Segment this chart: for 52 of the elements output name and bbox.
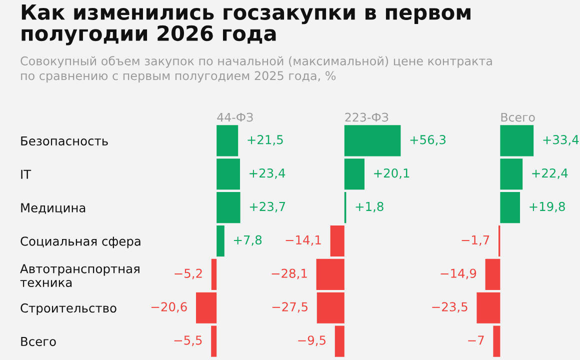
- y-tick-label: Строительство: [20, 303, 116, 316]
- data-label: +23,4: [250, 168, 286, 179]
- text: Совокупный объем закупок по начальной (максимальной) цене контракта по сравнению с первым полугодием 2025 года, %: [20, 56, 492, 82]
- data-label: +19,8: [530, 202, 565, 212]
- data-label: +7,8: [234, 235, 262, 246]
- bar: [500, 192, 520, 224]
- y-tick-label: Медицина: [21, 203, 86, 214]
- bar: [216, 125, 238, 156]
- y-tick-label: IT: [21, 170, 32, 179]
- bar: [485, 258, 500, 290]
- data-label: +1,8: [356, 202, 384, 212]
- chart-title: 223-ФЗ: [345, 112, 388, 122]
- bar: [500, 125, 534, 156]
- data-label: −5,5: [174, 336, 202, 346]
- bar: [476, 292, 500, 324]
- y-tick-label: Социальная сфера: [20, 236, 140, 248]
- y-tick-label: Безопасность: [21, 136, 108, 146]
- bar: [344, 125, 401, 156]
- data-label: −14,9: [440, 268, 476, 280]
- data-label: +23,7: [250, 202, 286, 212]
- data-label: −5,2: [174, 268, 202, 280]
- data-label: −1,7: [462, 235, 490, 246]
- bar: [216, 225, 224, 257]
- data-label: +20,1: [374, 168, 410, 179]
- bar: [211, 326, 217, 357]
- chart-title: 44-ФЗ: [217, 112, 253, 122]
- bar: [196, 292, 217, 324]
- data-label: +22,4: [532, 168, 568, 179]
- bar: [216, 158, 240, 190]
- data-label: +33,4: [543, 135, 579, 146]
- data-label: −14,1: [286, 235, 321, 246]
- y-tick-label: Всего: [21, 337, 56, 346]
- y-tick-label: Автотранспортная техника: [20, 264, 140, 288]
- bar: [330, 225, 344, 257]
- bar: [316, 258, 344, 290]
- data-label: −7: [468, 336, 484, 345]
- data-label: −28,1: [272, 268, 307, 280]
- bar: [344, 158, 364, 190]
- data-label: +21,5: [248, 135, 283, 146]
- data-label: −27,5: [272, 302, 308, 313]
- data-label: −9,5: [298, 336, 326, 346]
- data-label: −23,5: [432, 302, 468, 313]
- bar: [500, 158, 523, 190]
- bar: [316, 292, 344, 324]
- bar: [493, 326, 500, 357]
- text: Как изменились госзакупки в первом полугодии 2026 года: [22, 4, 470, 46]
- bar: [216, 192, 240, 224]
- data-label: +56,3: [410, 135, 446, 146]
- data-label: −20,6: [152, 302, 187, 313]
- bar: [334, 326, 344, 357]
- bar: [211, 258, 217, 290]
- chart-title: Всего: [501, 112, 535, 122]
